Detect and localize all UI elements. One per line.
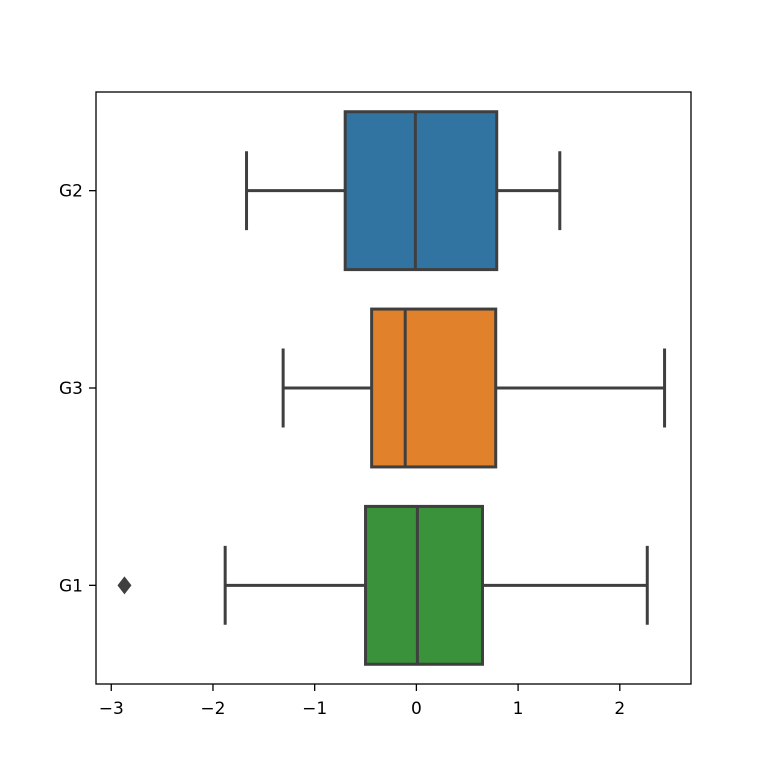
box-g2: [343, 110, 499, 272]
plot-area: [117, 110, 667, 666]
box-group-g1: [117, 504, 649, 666]
box-group-g3: [281, 307, 667, 469]
box-group-g2: [245, 110, 562, 272]
x-tick-label-5: 2: [614, 699, 625, 719]
box-g3: [370, 307, 498, 469]
x-tick-label-3: 0: [411, 699, 422, 719]
outlier-g1-0: [117, 576, 132, 595]
x-axis: −3 −2 −1 0 1 2: [99, 684, 625, 719]
x-tick-label-4: 1: [513, 699, 524, 719]
y-tick-label-g1: G1: [59, 576, 83, 596]
x-tick-label-2: −1: [302, 699, 327, 719]
x-tick-label-1: −2: [200, 699, 225, 719]
x-tick-label-0: −3: [99, 699, 124, 719]
y-tick-label-g3: G3: [59, 379, 83, 399]
box-g1: [364, 504, 484, 666]
y-tick-label-g2: G2: [59, 182, 83, 202]
y-axis: G2 G3 G1: [59, 182, 96, 596]
